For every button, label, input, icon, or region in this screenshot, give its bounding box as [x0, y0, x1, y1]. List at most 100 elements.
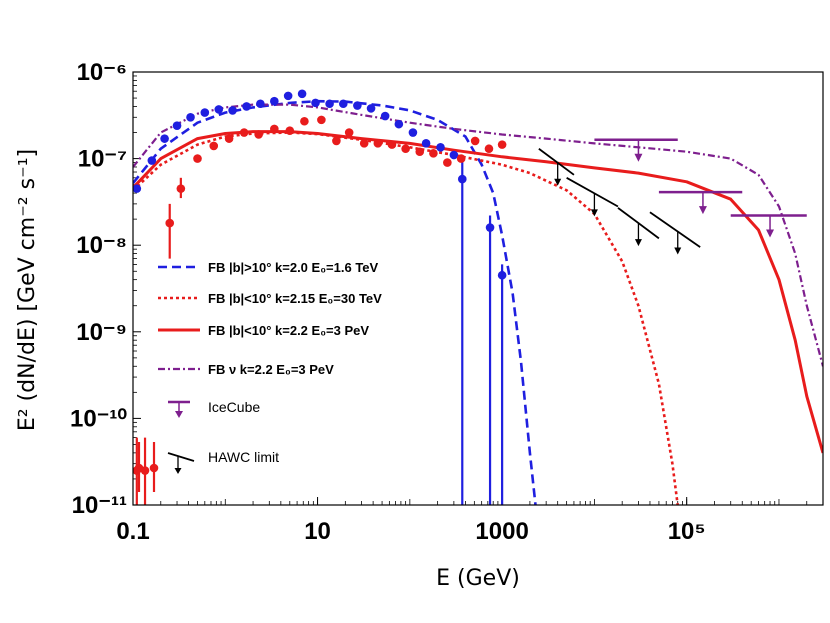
data-point-1-13	[332, 136, 341, 146]
data-point-1-11	[300, 116, 309, 126]
icecube-arrowhead-1	[698, 206, 707, 215]
data-point-0-15	[338, 99, 348, 109]
data-point-1-16	[373, 139, 383, 148]
legend-entry-3: FB ν k=2.2 E₀=3 PeV	[158, 362, 334, 377]
legend-hawc-segment	[167, 452, 195, 462]
data-point-0-22	[436, 143, 445, 152]
x-tick-label-2: 1000	[475, 518, 528, 545]
hawc-arrowhead-2	[634, 239, 642, 247]
data-point-1-8	[254, 130, 263, 139]
limits-layer	[538, 138, 807, 255]
y-axis-label: E² (dN/dE) [GeV cm⁻² s⁻¹]	[15, 149, 40, 431]
data-point-0-1	[147, 156, 157, 165]
curve-dashdot-3	[133, 103, 823, 367]
data-point-1-25	[497, 140, 507, 149]
legend-entry-0: FB |b|>10° k=2.0 E₀=1.6 TeV	[158, 260, 379, 275]
legend-entry-4: IceCube	[168, 399, 260, 418]
data-point-0-23	[449, 150, 459, 160]
data-point-0-5	[200, 108, 210, 117]
x-tick-label-1: 10	[304, 518, 331, 545]
data-point-1-21	[443, 158, 452, 167]
legend-label-2: FB |b|<10° k=2.2 E₀=3 PeV	[208, 323, 369, 338]
hawc-arrowhead-3	[674, 247, 682, 255]
curve-solid-2	[133, 130, 823, 454]
data-point-1-12	[317, 115, 326, 125]
data-point-1-4	[193, 154, 202, 163]
data-point-1-2	[165, 218, 175, 228]
hawc-limit-segment-0	[538, 148, 575, 176]
legend-label-5: HAWC limit	[208, 449, 279, 465]
data-point-0-20	[408, 128, 418, 137]
y-tick-label-0: 10⁻¹¹	[72, 492, 127, 519]
data-point-1-19	[415, 147, 425, 157]
hawc-limit-segment-1	[566, 177, 619, 208]
x-tick-label-3: 10⁵	[668, 518, 706, 545]
data-point-0-7	[228, 106, 237, 115]
data-point-0-10	[270, 96, 279, 106]
data-point-1-22	[456, 154, 466, 163]
legend: FB |b|>10° k=2.0 E₀=1.6 TeV FB |b|<10° k=…	[134, 260, 382, 492]
legend-icecube-arrowhead	[175, 411, 183, 418]
data-point-1-18	[401, 144, 410, 154]
data-point-1-17	[387, 140, 397, 149]
data-point-0-9	[256, 99, 265, 109]
data-point-0-12	[297, 89, 307, 99]
legend-label-0: FB |b|>10° k=2.0 E₀=1.6 TeV	[208, 260, 379, 275]
curve-dotted-1	[133, 131, 679, 505]
plot-frame	[132, 71, 824, 506]
curve-dashed-0	[133, 99, 537, 505]
data-point-1-3	[176, 184, 186, 193]
axes-layer	[132, 71, 808, 506]
data-point-1-6	[224, 134, 234, 143]
legend-label-1: FB |b|<10° k=2.15 E₀=30 TeV	[208, 291, 382, 306]
data-point-0-17	[366, 104, 376, 113]
data-point-0-24	[457, 174, 467, 184]
hawc-arrowhead-1	[590, 209, 598, 217]
data-point-0-13	[311, 98, 320, 108]
legend-label-3: FB ν k=2.2 E₀=3 PeV	[208, 362, 334, 377]
y-tick-label-4: 10⁻⁷	[78, 146, 127, 173]
data-point-0-16	[353, 101, 362, 110]
icecube-arrowhead-2	[766, 229, 775, 238]
data-point-1-15	[359, 139, 369, 148]
data-point-0-4	[186, 112, 195, 122]
x-axis-label: E (GeV)	[436, 566, 520, 591]
data-point-0-6	[214, 105, 224, 114]
data-point-0-3	[172, 121, 182, 130]
data-point-1-20	[429, 149, 438, 158]
data-point-0-21	[421, 139, 431, 148]
data-point-1-23	[470, 136, 480, 146]
hawc-limit-segment-3	[649, 211, 701, 248]
data-point-0-0	[133, 184, 142, 193]
y-tick-label-5: 10⁻⁶	[77, 59, 127, 86]
data-point-1-10	[285, 126, 295, 135]
y-tick-label-1: 10⁻¹⁰	[70, 405, 127, 432]
data-point-1-14	[344, 128, 354, 137]
data-point-0-8	[242, 102, 251, 111]
y-tick-label-3: 10⁻⁸	[76, 232, 127, 259]
data-point-0-18	[380, 111, 390, 121]
data-point-0-11	[283, 91, 293, 101]
data-point-1-9	[270, 124, 279, 134]
data-points-layer	[133, 89, 507, 505]
curves-layer	[133, 99, 823, 505]
icecube-arrowhead-0	[634, 153, 643, 162]
legend-red-point-b	[149, 463, 159, 473]
data-point-0-19	[394, 119, 404, 129]
data-point-0-2	[160, 134, 169, 143]
data-point-0-25	[485, 223, 495, 232]
y-tick-label-2: 10⁻⁹	[76, 319, 127, 346]
x-tick-label-0: 0.1	[116, 518, 149, 545]
hawc-arrowhead-0	[554, 178, 562, 186]
data-point-1-5	[209, 141, 219, 151]
legend-entry-2: FB |b|<10° k=2.2 E₀=3 PeV	[158, 323, 369, 338]
legend-label-4: IceCube	[208, 399, 260, 415]
legend-hawc-arrowhead	[174, 468, 182, 474]
data-point-1-24	[484, 144, 494, 154]
legend-red-point-a	[134, 463, 144, 473]
data-point-0-26	[497, 270, 507, 280]
legend-entry-5: HAWC limit	[134, 442, 279, 492]
data-point-1-7	[239, 128, 249, 137]
legend-entry-1: FB |b|<10° k=2.15 E₀=30 TeV	[158, 291, 382, 306]
tick-labels-layer: 10⁻¹¹ 10⁻¹⁰ 10⁻⁹ 10⁻⁸ 10⁻⁷ 10⁻⁶ 0.1 10 1000 10⁵	[70, 59, 706, 545]
